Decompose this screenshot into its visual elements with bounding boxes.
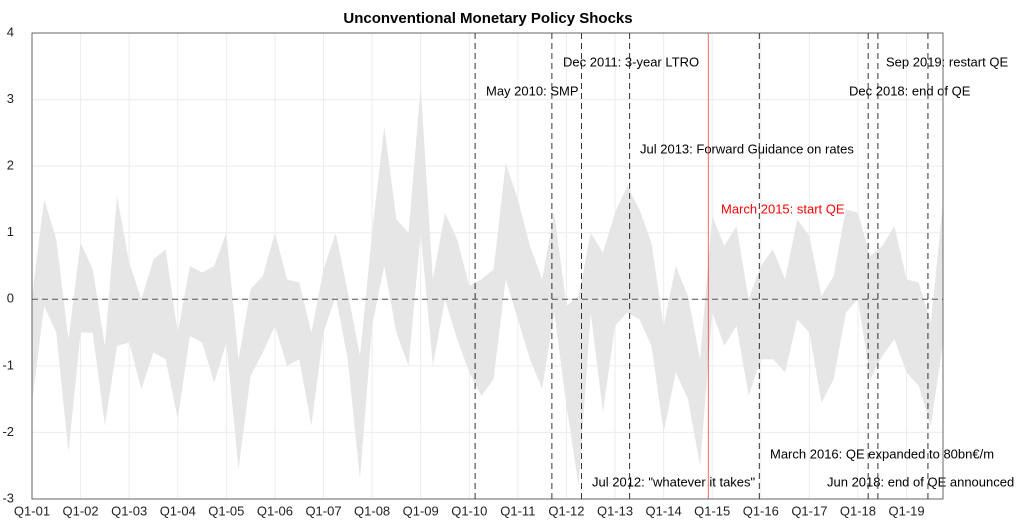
x-tick-label: Q1-07 (305, 503, 341, 518)
x-tick-label: Q1-11 (500, 503, 535, 518)
x-tick-label: Q1-01 (14, 503, 50, 518)
y-tick-label: -3 (2, 490, 14, 505)
x-tick-label: Q1-14 (646, 503, 682, 518)
x-tick-label: Q1-04 (160, 503, 196, 518)
x-tick-label: Q1-17 (791, 503, 827, 518)
plot-frame (31, 32, 944, 500)
event-label: March 2015: start QE (721, 201, 845, 216)
x-tick-label: Q1-16 (743, 503, 779, 518)
y-tick-label: 4 (7, 24, 14, 39)
event-label: Jul 2013: Forward Guidance on rates (640, 141, 854, 156)
x-tick-label: Q1-08 (354, 503, 390, 518)
x-tick-label: Q1-19 (888, 503, 924, 518)
x-tick-label: Q1-13 (597, 503, 633, 518)
x-tick-label: Q1-18 (840, 503, 876, 518)
event-label: Dec 2011: 3-year LTRO (563, 54, 699, 69)
y-tick-label: -1 (2, 357, 14, 372)
event-label: Jun 2018: end of QE announced (827, 474, 1014, 489)
x-tick-label: Q1-10 (451, 503, 487, 518)
y-tick-label: 0 (7, 291, 14, 306)
event-label: March 2016: QE expanded to 80bn€/m (770, 446, 994, 461)
x-tick-label: Q1-05 (208, 503, 244, 518)
x-tick-label: Q1-06 (257, 503, 293, 518)
y-tick-label: 1 (7, 224, 14, 239)
x-tick-label: Q1-12 (548, 503, 584, 518)
event-label: Dec 2018: end of QE (849, 83, 971, 98)
event-label: Sep 2019: restart QE (886, 54, 1008, 69)
chart-title: Unconventional Monetary Policy Shocks (343, 10, 632, 27)
event-label: May 2010: SMP (486, 83, 579, 98)
x-tick-label: Q1-02 (63, 503, 99, 518)
x-tick-label: Q1-03 (111, 503, 147, 518)
x-tick-label: Q1-09 (403, 503, 439, 518)
y-tick-label: -2 (2, 424, 14, 439)
y-tick-label: 2 (7, 158, 14, 173)
y-tick-label: 3 (7, 91, 14, 106)
event-label: Jul 2012: "whatever it takes" (592, 474, 756, 489)
shock-band (32, 86, 943, 486)
x-tick-label: Q1-15 (694, 503, 730, 518)
